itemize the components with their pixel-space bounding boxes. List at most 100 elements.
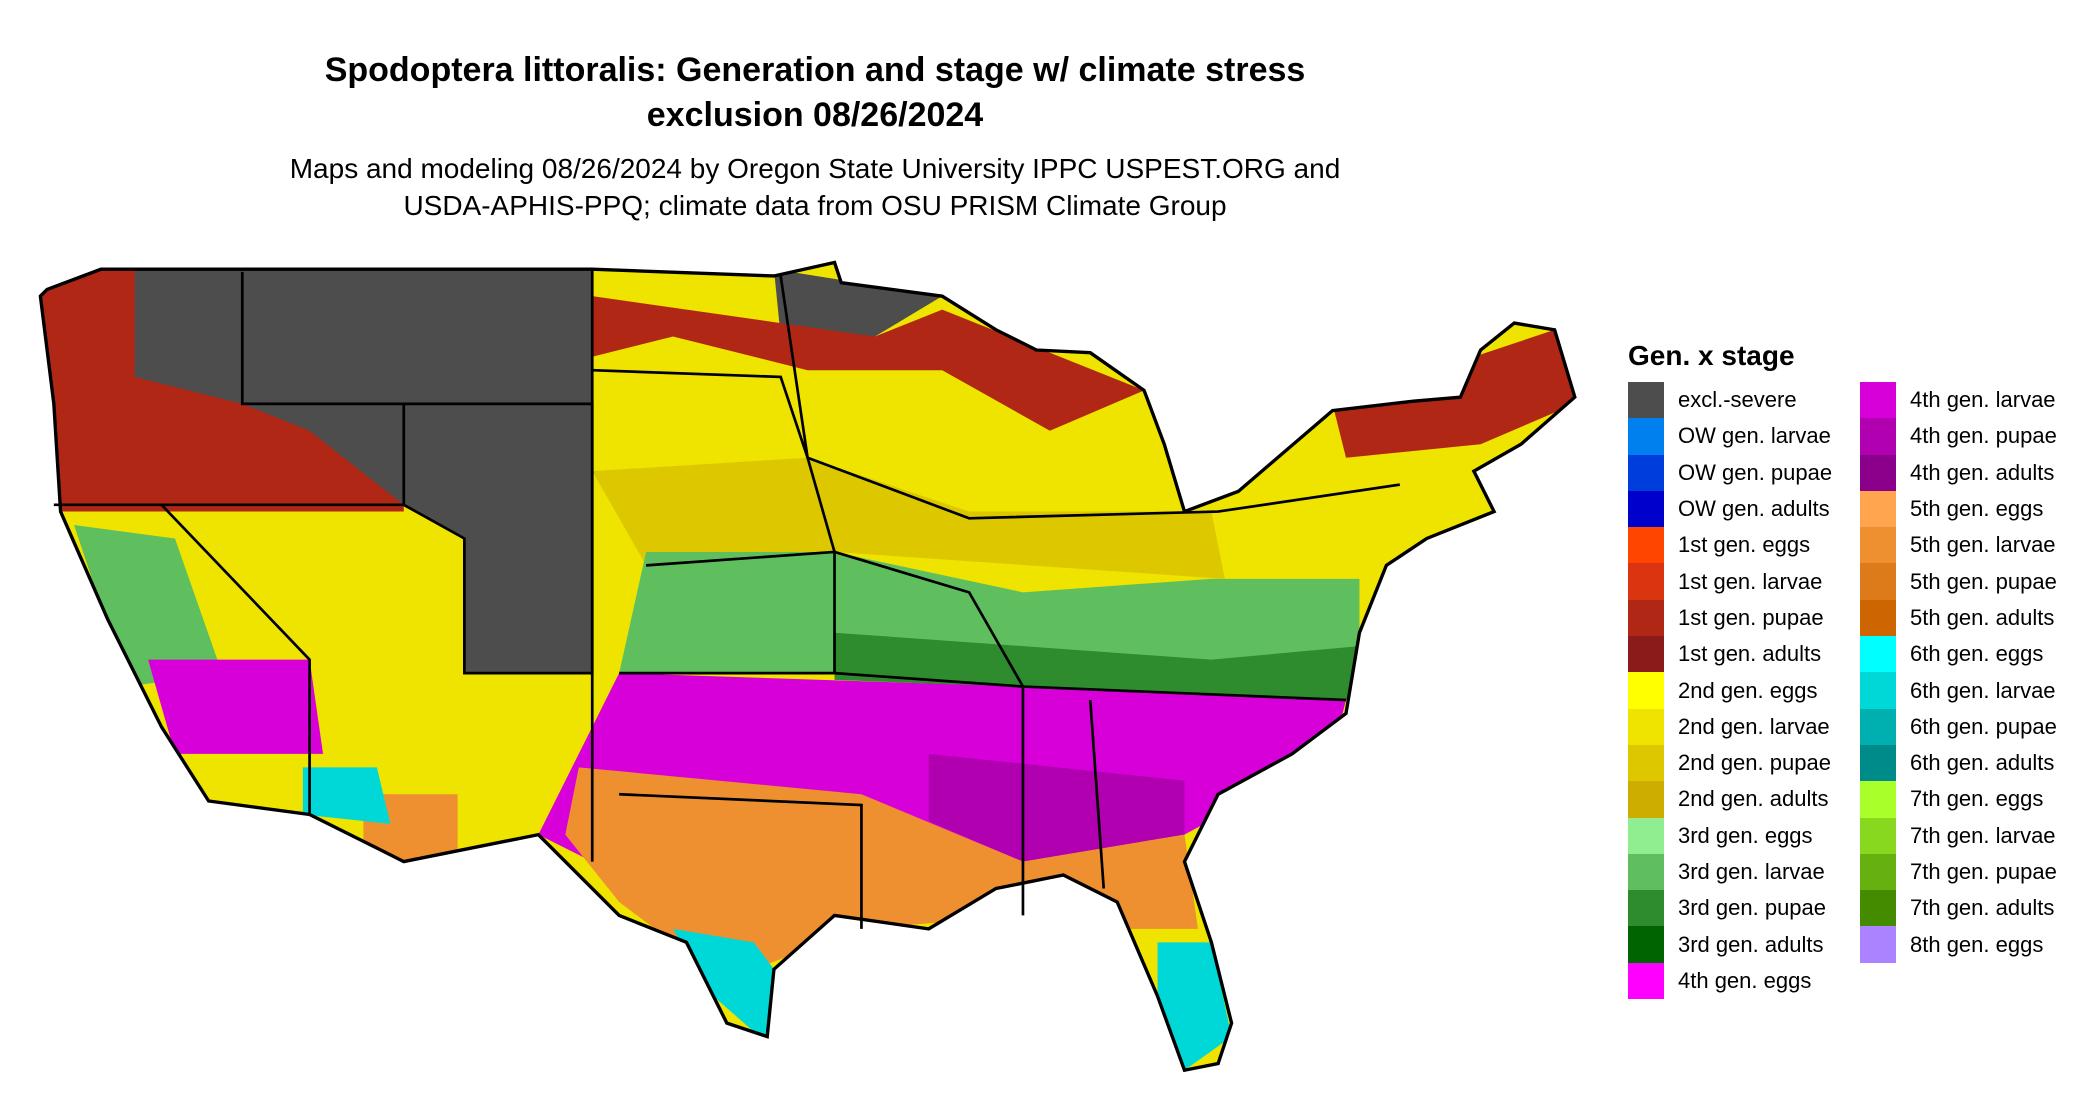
region-4th-gen-southwest	[148, 659, 324, 754]
legend-label: OW gen. larvae	[1678, 423, 1831, 449]
legend-label: 3rd gen. eggs	[1678, 822, 1813, 848]
legend-label: 2nd gen. adults	[1678, 786, 1829, 812]
legend-label: 4th gen. pupae	[1910, 423, 2057, 449]
legend-item: 1st gen. adults	[1628, 636, 1848, 673]
legend-item: 6th gen. pupae	[1860, 708, 2080, 745]
legend-swatch	[1628, 672, 1664, 709]
legend-swatch	[1860, 527, 1896, 564]
legend-item: 3rd gen. larvae	[1628, 853, 1848, 891]
legend-item: 3rd gen. adults	[1628, 926, 1848, 963]
legend-swatch	[1628, 599, 1664, 637]
legend-item: 8th gen. eggs	[1860, 926, 2080, 963]
legend-item: 5th gen. eggs	[1860, 490, 2080, 528]
legend-label: 7th gen. adults	[1910, 895, 2055, 921]
legend-item: 2nd gen. adults	[1628, 781, 1848, 818]
legend-swatch	[1628, 781, 1664, 818]
legend-swatch	[1860, 599, 1896, 637]
legend-label: 4th gen. eggs	[1678, 967, 1812, 993]
legend-swatch	[1860, 454, 1896, 491]
legend-swatch	[1628, 708, 1664, 745]
legend-swatch	[1860, 853, 1896, 891]
legend-label: 2nd gen. larvae	[1678, 713, 1830, 739]
legend-label: 5th gen. adults	[1910, 604, 2055, 630]
legend-item: 7th gen. adults	[1860, 890, 2080, 927]
legend-swatch	[1628, 382, 1664, 419]
legend-label: 7th gen. eggs	[1910, 786, 2044, 812]
legend-swatch	[1628, 744, 1664, 782]
legend-swatch	[1860, 636, 1896, 673]
map-subtitle-line1: Maps and modeling 08/26/2024 by Oregon S…	[289, 153, 1341, 184]
legend-label: 7th gen. larvae	[1910, 822, 2056, 848]
legend-item: 2nd gen. eggs	[1628, 672, 1848, 709]
legend-swatch	[1628, 853, 1664, 891]
region-6th-gen-texas	[672, 928, 795, 1044]
legend-item: OW gen. pupae	[1628, 454, 1848, 491]
legend: Gen. x stage excl.-severe OW gen. larvae O…	[1628, 340, 2080, 1000]
legend-item: 3rd gen. pupae	[1628, 890, 1848, 927]
legend-title: Gen. x stage	[1628, 340, 1795, 371]
legend-label: 1st gen. adults	[1678, 641, 1822, 667]
legend-label: 5th gen. eggs	[1910, 496, 2044, 522]
legend-swatch	[1628, 926, 1664, 963]
legend-label: 3rd gen. larvae	[1678, 859, 1825, 884]
legend-item: excl.-severe	[1628, 382, 1848, 419]
legend-label: 5th gen. pupae	[1910, 568, 2057, 594]
legend-label: 3rd gen. adults	[1678, 931, 1824, 957]
legend-label: OW gen. adults	[1678, 496, 1830, 522]
legend-label: 6th gen. eggs	[1910, 641, 2044, 667]
legend-swatch	[1628, 636, 1664, 673]
map-title-line1: Spodoptera littoralis: Generation and st…	[324, 51, 1306, 89]
legend-label: 1st gen. eggs	[1678, 532, 1811, 558]
legend-label: 5th gen. larvae	[1910, 532, 2056, 558]
region-2nd-gen-pupae	[592, 457, 1225, 579]
legend-label: 6th gen. pupae	[1910, 713, 2057, 739]
legend-item: 1st gen. eggs	[1628, 527, 1848, 564]
legend-item: 5th gen. pupae	[1860, 563, 2080, 600]
map-subtitle-line2: USDA-APHIS-PPQ; climate data from OSU PR…	[403, 190, 1227, 221]
legend-item: 5th gen. larvae	[1860, 527, 2080, 564]
state-borders	[53, 269, 1401, 929]
legend-swatch	[1860, 744, 1896, 782]
legend-swatch	[1860, 817, 1896, 854]
region-excl-severe-west	[134, 269, 593, 674]
legend-item: 2nd gen. larvae	[1628, 708, 1848, 745]
legend-item: 4th gen. adults	[1860, 454, 2080, 491]
legend-item: OW gen. adults	[1628, 490, 1848, 528]
region-1st-gen-northeast	[1332, 323, 1575, 458]
legend-swatch	[1860, 418, 1896, 455]
legend-swatch	[1628, 454, 1664, 491]
legend-item: 2nd gen. pupae	[1628, 744, 1848, 782]
legend-item: 6th gen. eggs	[1860, 636, 2080, 673]
legend-swatch	[1628, 817, 1664, 854]
legend-swatch	[1628, 890, 1664, 927]
legend-swatch	[1860, 926, 1896, 963]
region-4th-gen-pupae	[928, 753, 1185, 862]
legend-label: 6th gen. adults	[1910, 750, 2055, 776]
legend-item: 7th gen. larvae	[1860, 817, 2080, 854]
us-generation-map	[38, 260, 1577, 1072]
map-title-line2: exclusion 08/26/2024	[646, 96, 984, 134]
legend-swatch	[1628, 418, 1664, 455]
legend-item: 4th gen. pupae	[1860, 418, 2080, 455]
legend-label: 8th gen. eggs	[1910, 931, 2044, 957]
legend-label: 2nd gen. eggs	[1678, 677, 1818, 703]
legend-item: 6th gen. adults	[1860, 744, 2080, 782]
legend-label: 4th gen. adults	[1910, 459, 2055, 485]
legend-label: 4th gen. larvae	[1910, 387, 2056, 413]
legend-item: 7th gen. eggs	[1860, 781, 2080, 818]
legend-swatch	[1628, 962, 1664, 1000]
legend-swatch	[1860, 382, 1896, 419]
legend-label: 7th gen. pupae	[1910, 859, 2057, 884]
legend-label: 1st gen. larvae	[1678, 568, 1823, 594]
legend-label: excl.-severe	[1678, 387, 1797, 413]
region-6th-gen-florida	[1157, 942, 1232, 1071]
legend-swatch	[1860, 563, 1896, 600]
legend-swatch	[1860, 781, 1896, 818]
map-title: Spodoptera littoralis: Generation and st…	[0, 48, 1630, 138]
legend-swatch	[1860, 672, 1896, 709]
region-5th-gen-larvae	[565, 767, 1198, 970]
legend-label: 6th gen. larvae	[1910, 677, 2056, 703]
legend-label: 1st gen. pupae	[1678, 604, 1824, 630]
legend-label: 3rd gen. pupae	[1678, 895, 1827, 921]
legend-item: 4th gen. eggs	[1628, 962, 1848, 1000]
